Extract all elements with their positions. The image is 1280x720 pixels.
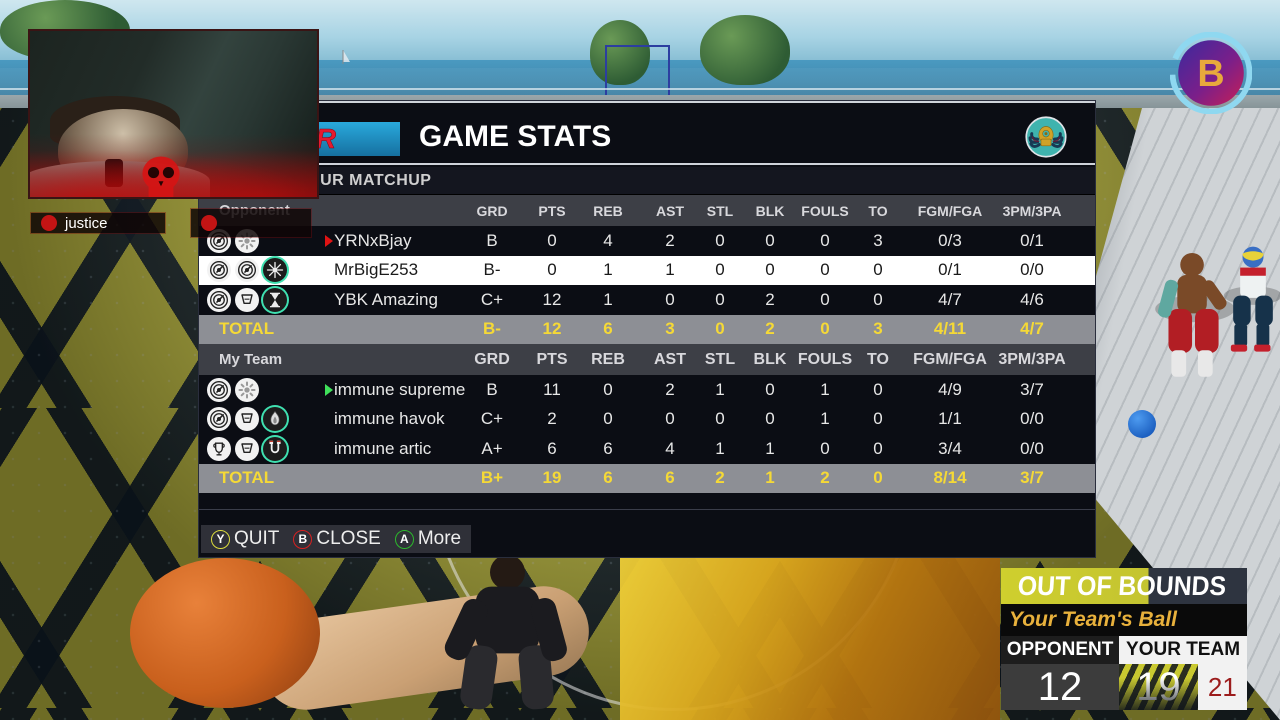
svg-text:B: B <box>1197 52 1224 94</box>
